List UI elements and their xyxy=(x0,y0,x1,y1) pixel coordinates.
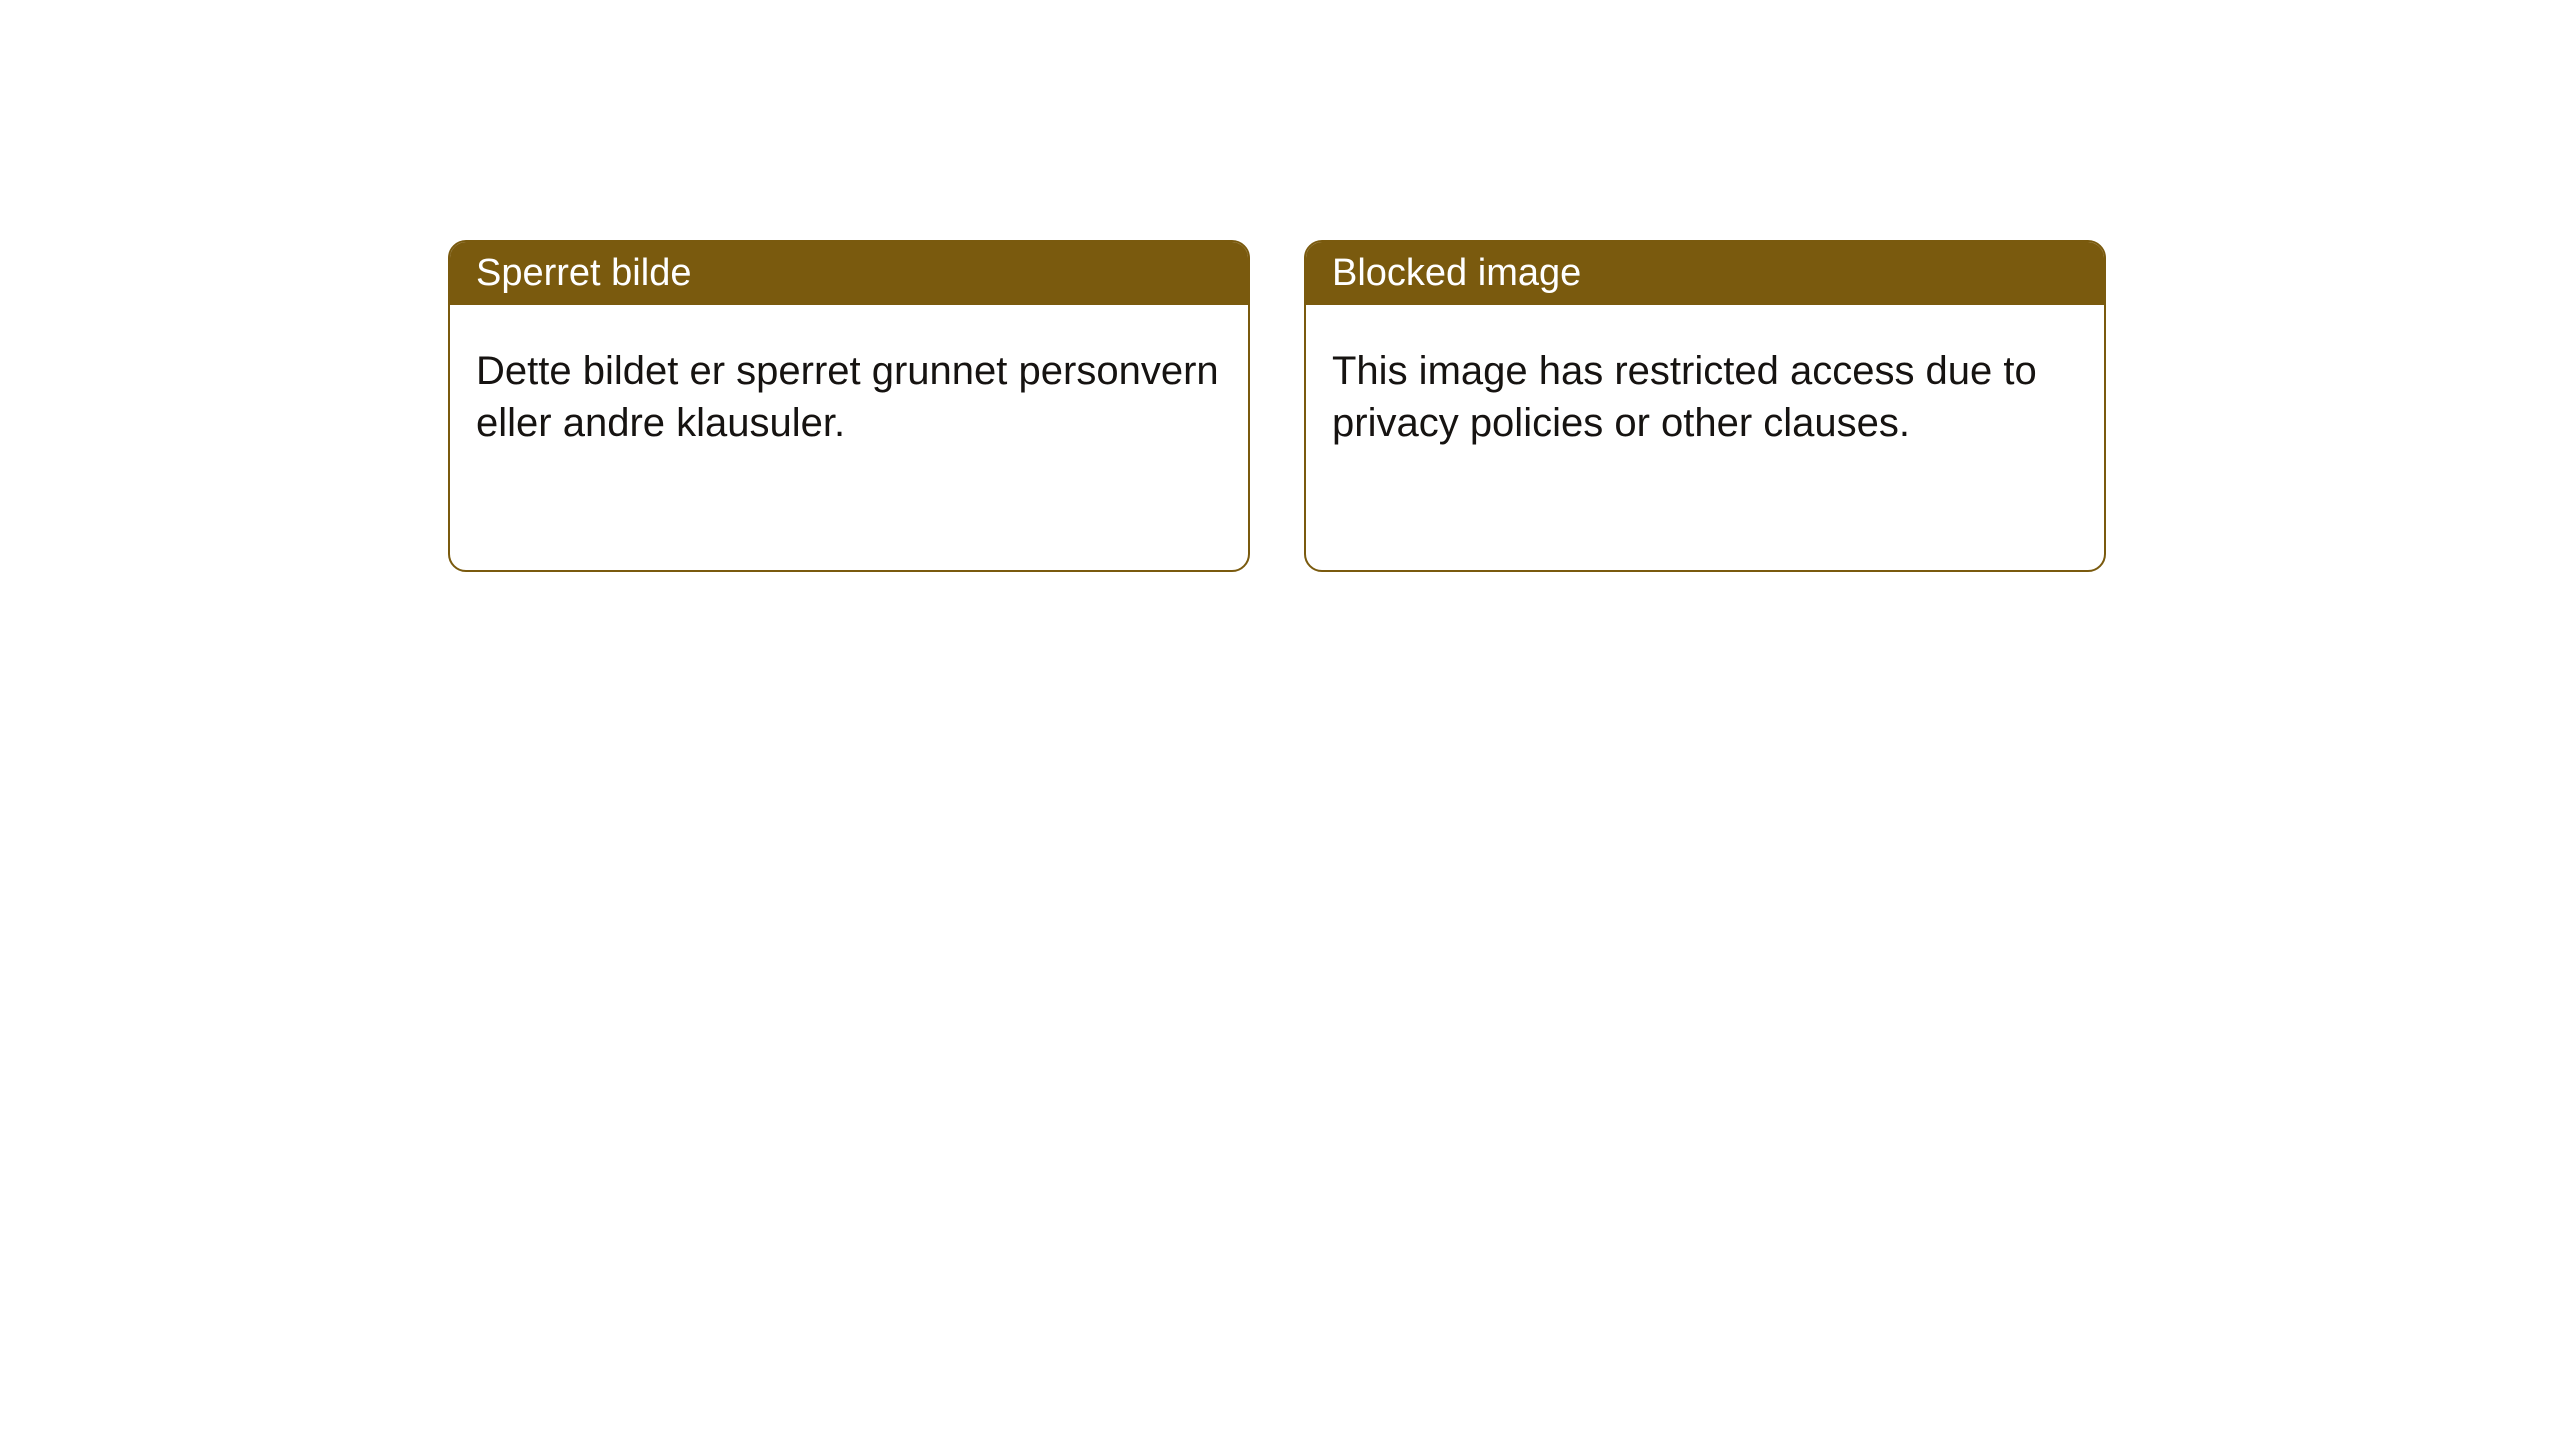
card-title: Sperret bilde xyxy=(476,252,691,294)
card-title: Blocked image xyxy=(1332,252,1581,294)
card-body: This image has restricted access due to … xyxy=(1306,305,2104,489)
notice-card-english: Blocked image This image has restricted … xyxy=(1304,240,2106,572)
card-body: Dette bildet er sperret grunnet personve… xyxy=(450,305,1248,489)
card-header: Sperret bilde xyxy=(450,242,1248,305)
notice-card-norwegian: Sperret bilde Dette bildet er sperret gr… xyxy=(448,240,1250,572)
notice-cards-row: Sperret bilde Dette bildet er sperret gr… xyxy=(0,0,2560,572)
card-body-text: This image has restricted access due to … xyxy=(1332,349,2037,445)
card-body-text: Dette bildet er sperret grunnet personve… xyxy=(476,349,1219,445)
card-header: Blocked image xyxy=(1306,242,2104,305)
